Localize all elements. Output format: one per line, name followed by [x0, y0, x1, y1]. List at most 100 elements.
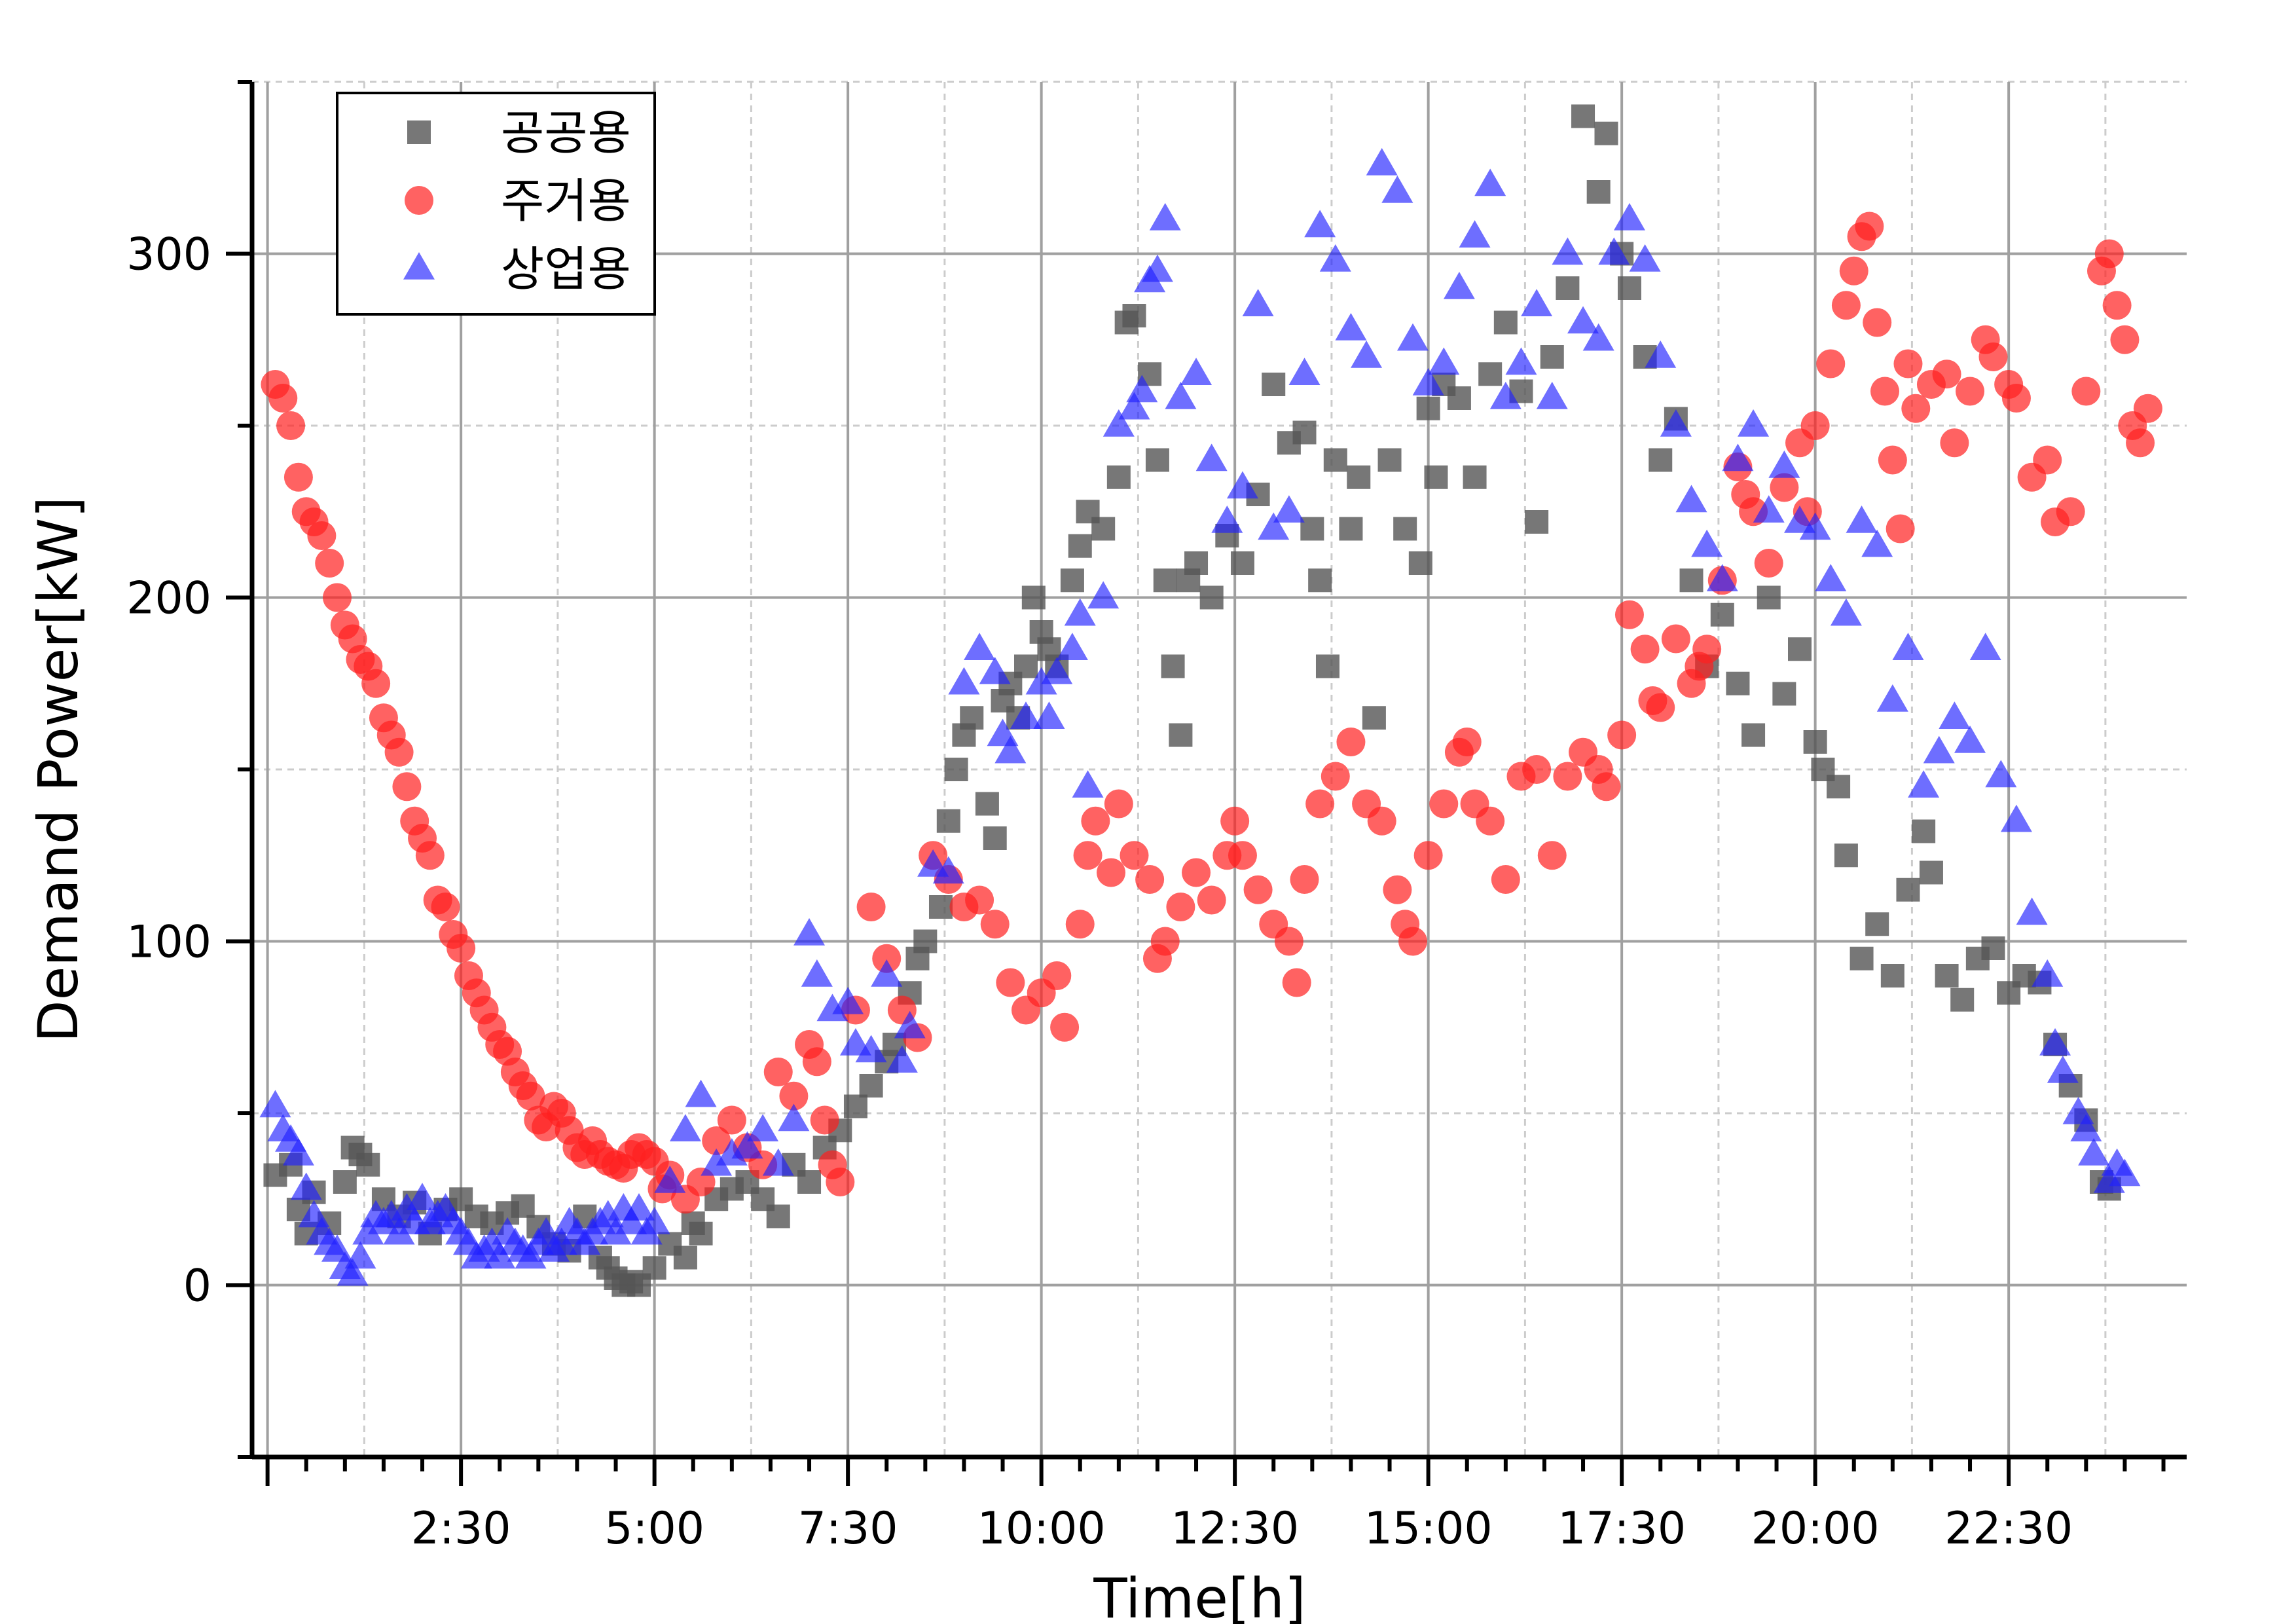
legend-marker-circle: [405, 186, 433, 215]
data-point-circle: [1901, 394, 1931, 423]
data-point-circle: [1491, 865, 1520, 894]
data-point-triangle: [1118, 392, 1150, 420]
data-point-circle: [2056, 497, 2085, 526]
series-circle: [261, 212, 2162, 1214]
data-point-triangle: [337, 1258, 369, 1286]
data-point-circle: [1592, 772, 1621, 802]
data-point-square: [1896, 877, 1920, 902]
data-point-square: [766, 1204, 790, 1228]
data-point-triangle: [1923, 735, 1955, 764]
data-point-triangle: [1474, 168, 1506, 196]
data-point-triangle: [1087, 581, 1120, 609]
data-point-circle: [1336, 728, 1366, 756]
data-point-circle: [1220, 806, 1250, 836]
data-point-triangle: [1567, 306, 1599, 334]
data-point-triangle: [747, 1114, 779, 1141]
data-point-triangle: [1412, 367, 1444, 396]
data-point-square: [1230, 551, 1254, 575]
data-point-triangle: [948, 667, 980, 695]
data-point-triangle: [545, 1227, 577, 1255]
data-point-square: [1416, 396, 1440, 420]
data-point-circle: [1816, 349, 1846, 378]
data-point-square: [1292, 420, 1317, 445]
data-point-circle: [1878, 445, 1907, 475]
data-point-circle: [431, 893, 460, 921]
x-tick-label: 12:30: [1171, 1503, 1299, 1555]
series-triangle: [259, 147, 2141, 1286]
data-point-circle: [1290, 865, 1319, 894]
data-point-circle: [1553, 762, 1582, 791]
data-point-square: [1169, 723, 1193, 747]
data-point-circle: [1863, 308, 1892, 337]
data-point-square: [1308, 568, 1332, 593]
data-point-triangle: [1985, 760, 2017, 788]
data-point-square: [1912, 819, 1936, 843]
data-point-triangle: [1141, 254, 1173, 282]
data-point-triangle: [1969, 633, 2001, 660]
data-point-square: [1377, 448, 1402, 472]
data-point-square: [1827, 775, 1851, 799]
data-point-circle: [1081, 806, 1110, 836]
data-point-circle: [1073, 841, 1102, 870]
data-point-triangle: [1939, 701, 1971, 729]
data-point-square: [1594, 121, 1618, 145]
data-point-circle: [1197, 885, 1226, 915]
data-point-square: [1493, 310, 1518, 335]
data-point-triangle: [1738, 409, 1770, 437]
data-point-triangle: [762, 1148, 794, 1176]
data-point-triangle: [1505, 347, 1537, 375]
data-point-circle: [1893, 349, 1923, 378]
data-points: [259, 104, 2162, 1297]
data-point-square: [1347, 465, 1371, 489]
data-point-square: [960, 706, 984, 730]
x-axis-title: Time[h]: [1093, 1566, 1305, 1624]
data-point-triangle: [2070, 1114, 2102, 1141]
data-point-triangle: [1443, 271, 1475, 299]
data-point-square: [1710, 602, 1734, 627]
data-point-triangle: [1226, 471, 1258, 499]
data-point-circle: [1135, 865, 1165, 894]
data-point-square: [797, 1170, 822, 1194]
data-point-circle: [1522, 755, 1552, 784]
data-point-square: [1199, 585, 1224, 610]
x-tick-label: 17:30: [1558, 1503, 1686, 1555]
data-point-triangle: [1351, 340, 1383, 368]
data-point-square: [928, 895, 953, 919]
data-point-circle: [392, 772, 422, 802]
data-point-circle: [1274, 927, 1303, 956]
data-point-square: [1014, 654, 1038, 678]
data-point-circle: [872, 944, 902, 973]
data-point-square: [1153, 568, 1177, 593]
data-point-circle: [1305, 789, 1335, 819]
data-point-square: [1362, 706, 1386, 730]
data-point-triangle: [1149, 202, 1181, 231]
data-point-circle: [1770, 473, 1799, 502]
data-point-circle: [1429, 789, 1459, 819]
data-point-triangle: [1033, 701, 1065, 729]
y-axis-title: Demand Power[kW]: [26, 496, 90, 1043]
data-point-triangle: [2032, 959, 2064, 987]
data-point-triangle: [1489, 381, 1522, 409]
data-point-square: [1919, 860, 1943, 885]
data-point-triangle: [1830, 598, 1862, 626]
data-point-square: [511, 1194, 535, 1218]
data-point-circle: [1839, 256, 1868, 286]
data-point-triangle: [832, 986, 864, 1014]
data-point-square: [1447, 386, 1471, 410]
data-point-circle: [1855, 212, 1884, 241]
data-point-square: [1981, 936, 2005, 960]
data-point-triangle: [1660, 409, 1692, 437]
data-point-triangle: [1892, 633, 1924, 660]
data-point-triangle: [2093, 1165, 2125, 1193]
legend-label: 공공용: [501, 105, 631, 160]
data-point-circle: [1120, 841, 1149, 870]
data-point-triangle: [1536, 381, 1568, 409]
axes: [226, 80, 2187, 1486]
data-point-circle: [2126, 428, 2155, 458]
data-point-circle: [446, 934, 476, 963]
data-point-square: [1323, 448, 1347, 472]
data-point-triangle: [1613, 202, 1645, 231]
x-tick-label: 22:30: [1944, 1503, 2073, 1555]
